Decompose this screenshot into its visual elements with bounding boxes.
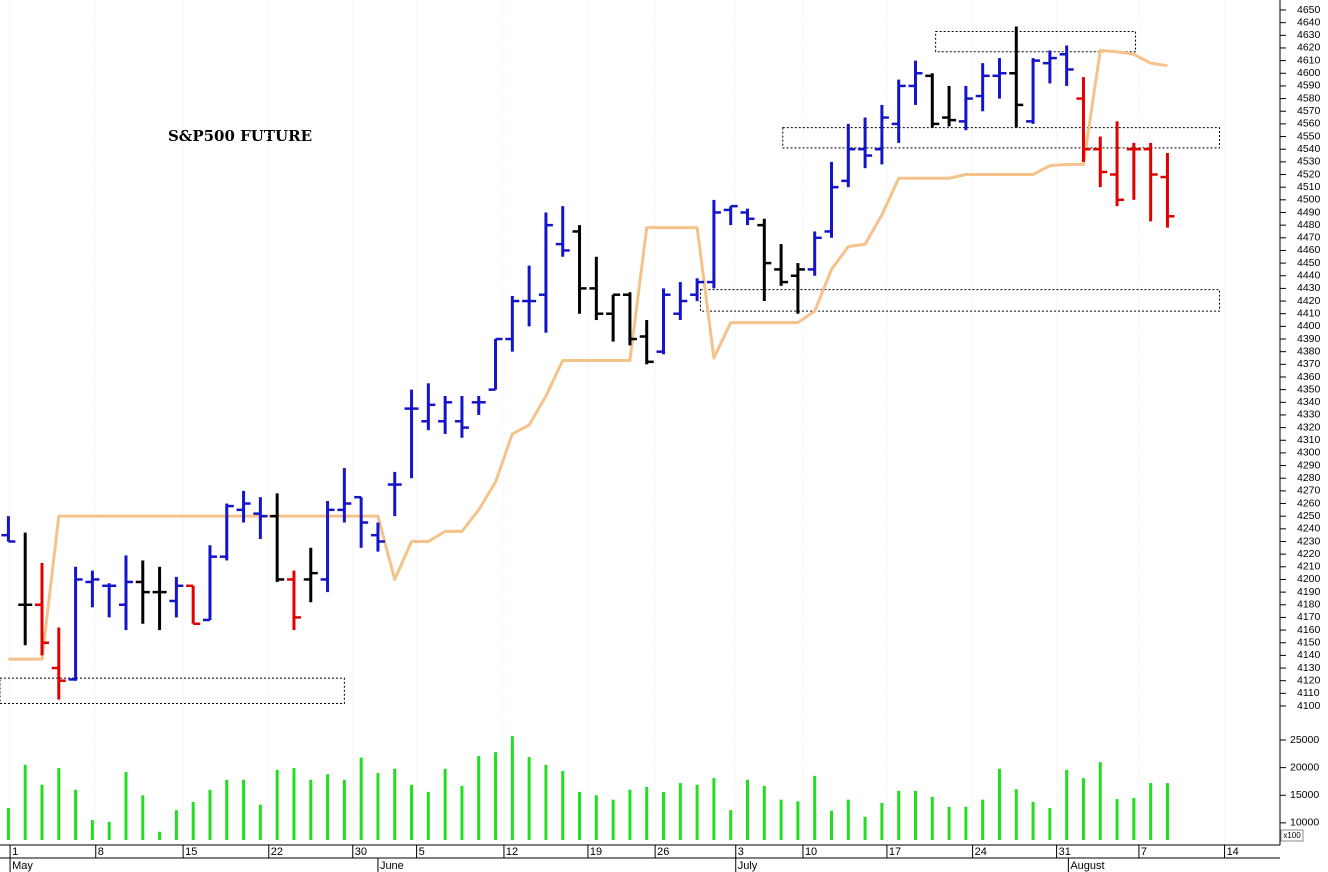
x-tick-label: 31 — [1059, 846, 1071, 858]
unit-box — [1280, 829, 1304, 842]
y-tick-label: 4510 — [1297, 181, 1321, 193]
y-tick-label: 4650 — [1297, 4, 1321, 16]
y-tick-label: 4140 — [1297, 649, 1321, 661]
y-tick-label: 4240 — [1297, 523, 1321, 535]
y-tick-label: 4430 — [1297, 282, 1321, 294]
x-tick-label: 8 — [98, 846, 104, 858]
month-label: May — [12, 860, 33, 872]
y-tick-label: 4170 — [1297, 611, 1321, 623]
y-tick-label: 4310 — [1297, 434, 1321, 446]
x-tick-label: 22 — [271, 846, 283, 858]
y-tick-label: 4320 — [1297, 421, 1321, 433]
stop-line — [8, 48, 1168, 661]
y-tick-label: 4110 — [1297, 687, 1320, 699]
zone — [0, 677, 345, 704]
y-tick-label: 4230 — [1297, 535, 1321, 547]
y-tick-label: 4470 — [1297, 232, 1321, 244]
x-tick-label: 1 — [12, 846, 18, 858]
y-tick-label: 4120 — [1297, 674, 1321, 686]
y-tick-label: 4340 — [1297, 396, 1321, 408]
y-tick-label: 4100 — [1297, 700, 1321, 712]
y-tick-label: 4270 — [1297, 485, 1321, 497]
y-tick-label: 4250 — [1297, 510, 1321, 522]
x-tick-label: 24 — [975, 846, 987, 858]
volume-unit: x100 — [1283, 831, 1301, 840]
y-tick-label: 4260 — [1297, 497, 1321, 509]
zone — [935, 31, 1137, 53]
y-tick-label: 4460 — [1297, 244, 1321, 256]
y-tick-label: 4390 — [1297, 333, 1321, 345]
y-tick-label: 4480 — [1297, 219, 1321, 231]
y-tick-label: 4560 — [1297, 118, 1321, 130]
y-tick-label: 4640 — [1297, 16, 1321, 28]
y-tick-label: 4450 — [1297, 257, 1321, 269]
x-tick-label: 7 — [1141, 846, 1147, 858]
y-tick-label: 4440 — [1297, 270, 1321, 282]
y-tick-label: 4210 — [1297, 561, 1321, 573]
y-tick-label: 4220 — [1297, 548, 1321, 560]
y-tick-label: 4400 — [1297, 320, 1321, 332]
y-tick-label: 4620 — [1297, 42, 1321, 54]
y-tick-label: 4420 — [1297, 295, 1321, 307]
y-tick-label: 4150 — [1297, 637, 1321, 649]
y-tick-label: 4360 — [1297, 371, 1321, 383]
y-tick-label: 4530 — [1297, 156, 1321, 168]
y-tick-label: 4290 — [1297, 459, 1321, 471]
x-tick-label: 10 — [805, 846, 817, 858]
x-tick-label: 14 — [1227, 846, 1239, 858]
y-tick-label: 4300 — [1297, 447, 1321, 459]
y-tick-label: 4490 — [1297, 206, 1321, 218]
y-tick-label: 4280 — [1297, 472, 1321, 484]
y-tick-label: 4350 — [1297, 383, 1321, 395]
y-tick-label: 4370 — [1297, 358, 1321, 370]
y-tick-label: 4180 — [1297, 599, 1321, 611]
y-tick-label: 4200 — [1297, 573, 1321, 585]
x-tick-label: 26 — [657, 846, 669, 858]
y-tick-label: 4550 — [1297, 130, 1321, 142]
y-tick-label: 4410 — [1297, 307, 1321, 319]
chart-title: S&P500 FUTURE — [168, 127, 312, 145]
month-label: June — [380, 860, 404, 872]
y-tick-label: 4540 — [1297, 143, 1321, 155]
y-tick-label: 4610 — [1297, 54, 1321, 66]
y-tick-label: 4130 — [1297, 662, 1321, 674]
x-tick-label: 15 — [185, 846, 197, 858]
volume-tick-label: 25000 — [1290, 734, 1319, 746]
month-label: July — [738, 860, 758, 872]
x-tick-label: 30 — [355, 846, 367, 858]
y-tick-label: 4500 — [1297, 194, 1321, 206]
y-tick-label: 4580 — [1297, 92, 1321, 104]
y-tick-label: 4520 — [1297, 168, 1321, 180]
y-tick-label: 4570 — [1297, 105, 1321, 117]
volume-tick-label: 20000 — [1290, 761, 1319, 773]
y-tick-label: 4630 — [1297, 29, 1321, 41]
x-tick-label: 3 — [738, 846, 744, 858]
y-tick-label: 4380 — [1297, 345, 1321, 357]
volume-tick-label: 15000 — [1290, 789, 1319, 801]
x-tick-label: 17 — [889, 846, 901, 858]
y-tick-label: 4330 — [1297, 409, 1321, 421]
volume-tick-label: 10000 — [1290, 817, 1319, 829]
month-label: August — [1070, 860, 1104, 872]
x-tick-label: 19 — [590, 846, 602, 858]
x-tick-label: 5 — [419, 846, 425, 858]
zone — [699, 289, 1221, 312]
x-tick-label: 12 — [506, 846, 518, 858]
y-tick-label: 4190 — [1297, 586, 1321, 598]
y-tick-label: 4160 — [1297, 624, 1321, 636]
y-tick-label: 4600 — [1297, 67, 1321, 79]
y-tick-label: 4590 — [1297, 80, 1321, 92]
